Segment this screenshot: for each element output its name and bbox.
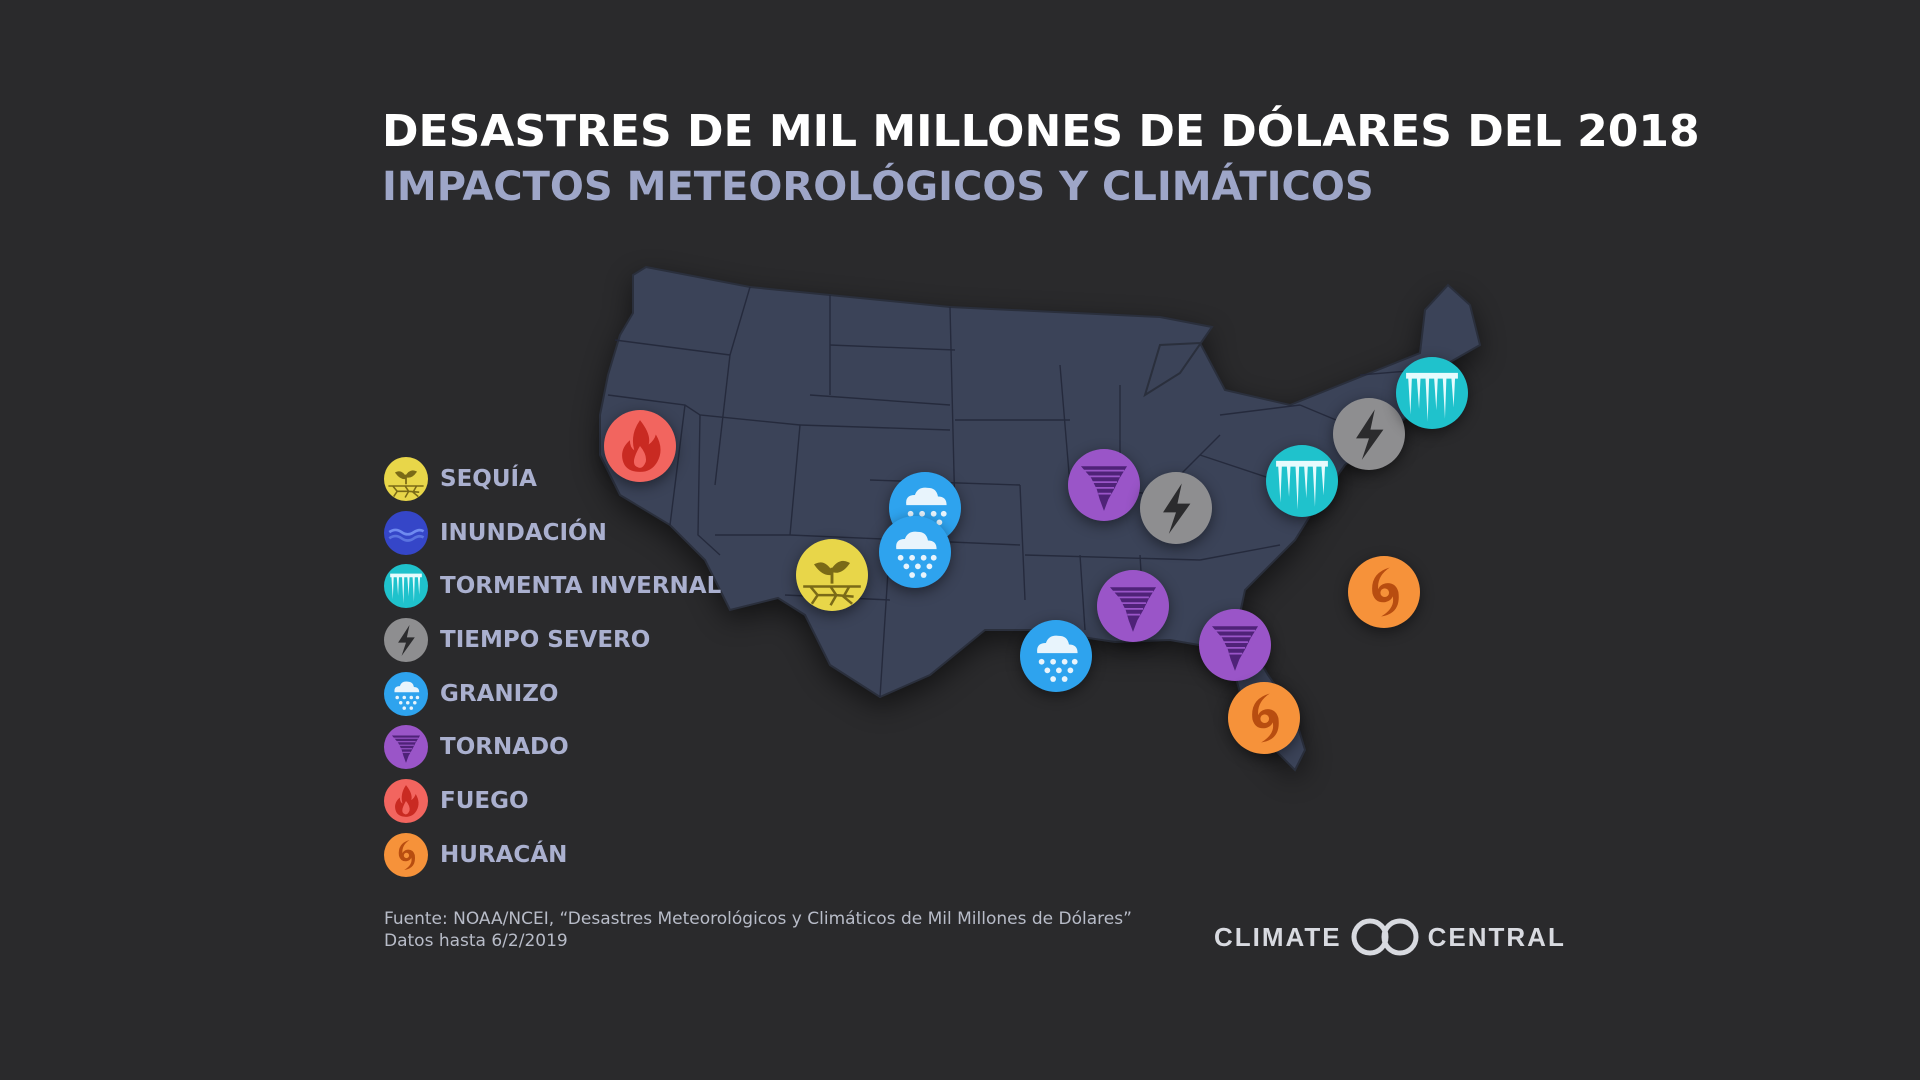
legend-item-tornado: TORNADO (384, 720, 714, 774)
lightning-marker-svg (1333, 398, 1405, 470)
winter-storm-marker-svg (1266, 445, 1338, 517)
tornado-icon-svg (384, 725, 428, 770)
lightning-icon (384, 617, 428, 662)
winter-storm-icon (1396, 357, 1468, 429)
tornado-marker-svg (1199, 609, 1271, 681)
hurricane-marker-svg (1348, 556, 1420, 628)
legend-item-fire: FUEGO (384, 774, 714, 828)
flood-icon (384, 510, 428, 555)
legend-item-hail: GRANIZO (384, 667, 714, 721)
legend-label: INUNDACIÓN (440, 519, 607, 546)
source-line: Fuente: NOAA/NCEI, “Desastres Meteorológ… (384, 909, 1132, 929)
logo-text-right: CENTRAL (1427, 921, 1566, 952)
us-map (599, 255, 1500, 835)
hurricane-icon-svg (384, 832, 428, 877)
page-subtitle: IMPACTOS METEOROLÓGICOS Y CLIMÁTICOS (382, 164, 1374, 210)
data-date-line: Datos hasta 6/2/2019 (384, 931, 568, 951)
tornado-marker-svg (1097, 570, 1169, 642)
winter-storm-icon (1266, 445, 1338, 517)
hurricane-icon (384, 832, 428, 877)
hail-icon-svg (384, 671, 428, 716)
legend-label: TORNADO (440, 734, 569, 761)
hail-marker-svg (879, 516, 951, 588)
legend-label: GRANIZO (440, 680, 559, 707)
fire-marker-svg (604, 410, 676, 482)
legend-item-hurricane: HURACÁN (384, 828, 714, 882)
lightning-icon (1140, 472, 1212, 544)
fire-icon (604, 410, 676, 482)
legend: SEQUÍA INUNDACIÓN TORMENTA INVERNAL TIEM… (384, 452, 721, 882)
drought-icon-svg (384, 456, 428, 501)
hail-icon (384, 671, 428, 716)
lightning-icon (1333, 398, 1405, 470)
winter-storm-marker-svg (1396, 357, 1468, 429)
drought-icon (796, 539, 868, 611)
hail-icon (1020, 620, 1092, 692)
flood-icon-svg (384, 510, 428, 555)
legend-item-winter-storm: TORMENTA INVERNAL (384, 559, 721, 613)
source-note: Fuente: NOAA/NCEI, “Desastres Meteorológ… (384, 908, 1132, 952)
legend-item-drought: SEQUÍA (384, 452, 714, 506)
tornado-icon (1097, 570, 1169, 642)
legend-item-severe-weather: TIEMPO SEVERO (384, 613, 714, 667)
us-map-shape (599, 265, 1482, 780)
fire-icon-svg (384, 778, 428, 823)
winter-storm-icon (384, 564, 428, 609)
lightning-marker-svg (1140, 472, 1212, 544)
hail-icon (879, 516, 951, 588)
legend-label: SEQUÍA (440, 465, 537, 492)
legend-label: FUEGO (440, 787, 529, 814)
hurricane-icon (1348, 556, 1420, 628)
hail-marker-svg (1020, 620, 1092, 692)
tornado-icon (384, 725, 428, 770)
logo-text-left: CLIMATE (1214, 921, 1342, 952)
legend-label: HURACÁN (440, 841, 568, 868)
winter-storm-icon-svg (384, 564, 428, 609)
fire-icon (384, 778, 428, 823)
tornado-icon (1068, 449, 1140, 521)
legend-item-flood: INUNDACIÓN (384, 506, 714, 560)
climate-central-logo: CLIMATE CENTRAL (1214, 918, 1566, 956)
tornado-marker-svg (1068, 449, 1140, 521)
hurricane-marker-svg (1228, 682, 1300, 754)
lightning-icon-svg (384, 617, 428, 662)
drought-icon (384, 456, 428, 501)
tornado-icon (1199, 609, 1271, 681)
hurricane-icon (1228, 682, 1300, 754)
legend-label: TORMENTA INVERNAL (440, 573, 722, 600)
logo-mark-icon (1351, 918, 1419, 956)
legend-label: TIEMPO SEVERO (440, 626, 651, 653)
page-title: DESASTRES DE MIL MILLONES DE DÓLARES DEL… (382, 106, 1700, 157)
drought-marker-svg (796, 539, 868, 611)
